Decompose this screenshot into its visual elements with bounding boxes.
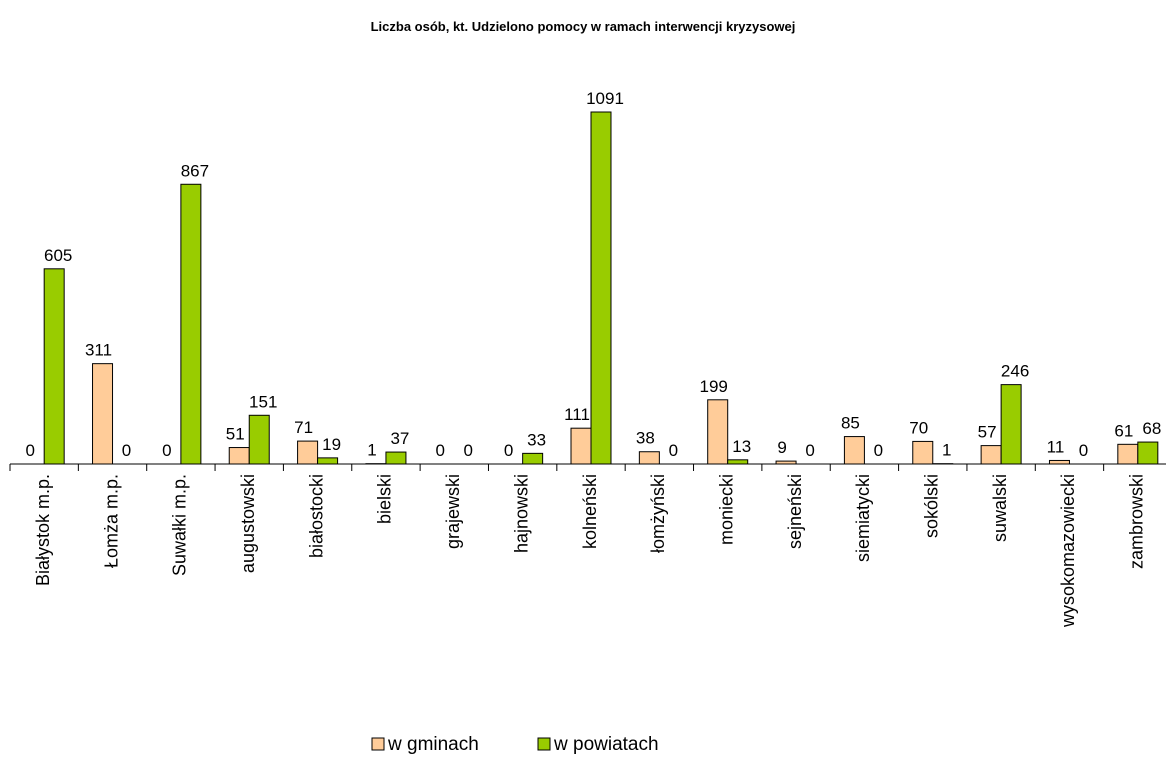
value-label: 51 xyxy=(226,425,245,444)
bar xyxy=(638,451,660,465)
value-label: 0 xyxy=(122,441,131,460)
value-label: 57 xyxy=(978,423,997,442)
bar xyxy=(1000,384,1022,465)
value-label: 68 xyxy=(1142,419,1161,438)
bar xyxy=(843,436,865,465)
value-label: 19 xyxy=(322,435,341,454)
value-label: 199 xyxy=(700,377,728,396)
bar xyxy=(980,445,1002,465)
chart-title: Liczba osób, kt. Udzielono pomocy w rama… xyxy=(371,19,796,34)
x-tick-label: sejneński xyxy=(785,474,805,549)
value-label: 9 xyxy=(777,438,786,457)
bar xyxy=(297,440,319,465)
x-tick-label: siemiatycki xyxy=(853,474,873,562)
value-label: 0 xyxy=(504,441,513,460)
value-label: 1091 xyxy=(586,89,624,108)
x-tick-label: suwalski xyxy=(990,474,1010,542)
bar xyxy=(180,183,202,465)
bar xyxy=(707,399,729,465)
value-label: 33 xyxy=(527,430,546,449)
value-label: 0 xyxy=(162,441,171,460)
value-label: 0 xyxy=(464,441,473,460)
value-label: 1 xyxy=(942,441,951,460)
x-tick-label: grajewski xyxy=(443,474,463,549)
value-label: 0 xyxy=(669,441,678,460)
bar xyxy=(1137,441,1159,465)
legend-swatch xyxy=(371,737,385,751)
bar xyxy=(385,451,407,465)
bar xyxy=(92,363,114,465)
x-tick-label: Białystok m.p. xyxy=(33,474,53,586)
value-label: 38 xyxy=(636,429,655,448)
value-label: 85 xyxy=(841,414,860,433)
value-label: 61 xyxy=(1114,421,1133,440)
value-label: 867 xyxy=(181,161,209,180)
x-tick-label: hajnowski xyxy=(511,474,531,553)
x-tick-label: sokólski xyxy=(922,474,942,538)
bar xyxy=(1048,459,1070,465)
value-label: 70 xyxy=(909,418,928,437)
value-label: 0 xyxy=(1079,441,1088,460)
bar xyxy=(522,452,544,465)
value-label: 1 xyxy=(367,441,376,460)
x-tick-label: augustowski xyxy=(238,474,258,573)
bar xyxy=(248,414,270,465)
bar xyxy=(317,457,339,465)
bar xyxy=(1117,443,1139,465)
x-tick-label: kolneński xyxy=(580,474,600,549)
value-label: 111 xyxy=(564,405,590,424)
value-label: 11 xyxy=(1047,437,1065,456)
x-tick-label: białostocki xyxy=(306,474,326,558)
value-label: 246 xyxy=(1001,362,1029,381)
x-tick-label: moniecki xyxy=(716,474,736,545)
value-label: 0 xyxy=(436,441,445,460)
x-tick-label: bielski xyxy=(375,474,395,524)
value-label: 0 xyxy=(25,441,34,460)
bar xyxy=(912,440,934,465)
bar xyxy=(228,447,250,465)
x-tick-label: wysokomazowiecki xyxy=(1058,474,1078,628)
value-label: 151 xyxy=(249,392,277,411)
value-label: 71 xyxy=(294,418,313,437)
bar xyxy=(590,111,612,465)
value-label: 37 xyxy=(390,429,409,448)
bar xyxy=(727,459,749,465)
value-label: 0 xyxy=(805,441,814,460)
bar xyxy=(775,460,797,465)
value-label: 605 xyxy=(44,246,72,265)
x-tick-label: zambrowski xyxy=(1127,474,1147,569)
x-tick-label: Łomża m.p. xyxy=(101,474,121,568)
value-label: 0 xyxy=(874,441,883,460)
x-tick-label: Suwałki m.p. xyxy=(170,474,190,576)
bar xyxy=(43,268,65,465)
bar xyxy=(570,427,592,465)
legend-label: w gminach xyxy=(387,734,479,755)
legend-label: w powiatach xyxy=(553,734,659,755)
x-tick-label: łomżyński xyxy=(648,474,668,553)
value-label: 311 xyxy=(85,341,112,360)
value-label: 13 xyxy=(732,437,751,456)
legend-swatch xyxy=(537,737,551,751)
